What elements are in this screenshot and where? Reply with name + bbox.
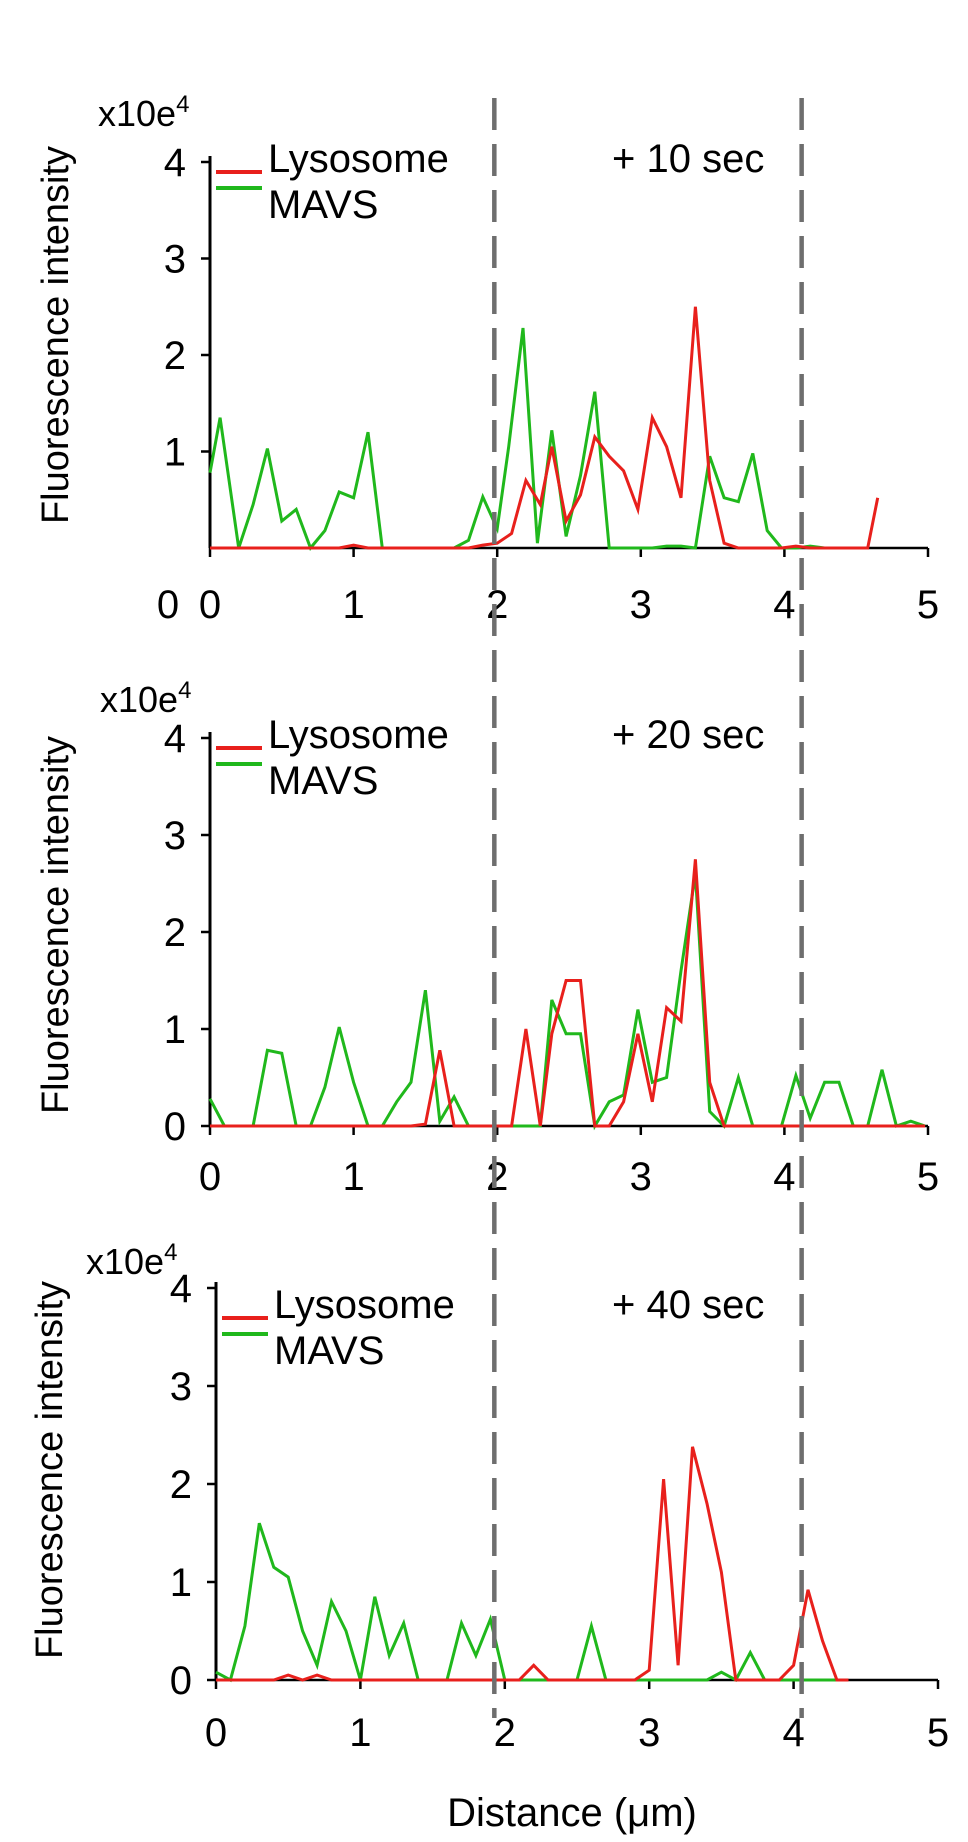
- legend-label-lysosome: Lysosome: [268, 137, 449, 181]
- y-axis-label: Fluorescence intensity: [29, 1281, 71, 1659]
- legend-label-mavs: MAVS: [268, 759, 378, 803]
- y-tick-label: 0: [164, 1105, 186, 1149]
- x-tick-label: 3: [630, 1155, 652, 1199]
- time-label: + 40 sec: [612, 1283, 764, 1327]
- series-line-lysosome: [210, 859, 926, 1128]
- y-tick-label: 4: [164, 141, 186, 185]
- x-tick-label: 1: [342, 1155, 364, 1199]
- y-tick-label: 4: [164, 717, 186, 761]
- y-tick-label: 4: [170, 1267, 192, 1311]
- x-tick-label: 4: [782, 1711, 804, 1755]
- x-tick-label: 1: [342, 583, 364, 627]
- y-axis-label: Fluorescence intensity: [35, 146, 77, 524]
- x-tick-label: 5: [917, 583, 939, 627]
- x-tick-label: 0: [199, 583, 221, 627]
- series-line-mavs: [215, 1522, 837, 1683]
- y-scale-label: x10e4: [86, 1239, 177, 1282]
- y-tick-label: 3: [170, 1365, 192, 1409]
- legend: Lysosome MAVS: [216, 713, 449, 803]
- y-scale-label: x10e4: [98, 91, 189, 134]
- x-axis-label: Distance (μm): [447, 1791, 697, 1835]
- x-tick-label: 4: [773, 583, 795, 627]
- time-label: + 10 sec: [612, 137, 764, 181]
- legend-label-lysosome: Lysosome: [268, 713, 449, 757]
- y-tick-label: 1: [164, 431, 186, 475]
- y-tick-label: 0: [170, 1659, 192, 1703]
- x-tick-label: 3: [638, 1711, 660, 1755]
- series-line-lysosome: [210, 306, 880, 550]
- x-tick-label: 2: [486, 1155, 508, 1199]
- y-tick-label: 1: [170, 1561, 192, 1605]
- x-tick-label: 2: [486, 583, 508, 627]
- x-tick-label: 5: [927, 1711, 949, 1755]
- legend: Lysosome MAVS: [222, 1283, 455, 1373]
- legend-label-lysosome: Lysosome: [274, 1283, 455, 1327]
- x-tick-label: 2: [494, 1711, 516, 1755]
- y-scale-label: x10e4: [100, 677, 191, 720]
- x-tick-label: 5: [917, 1155, 939, 1199]
- origin-label: 0: [157, 583, 179, 627]
- x-tick-label: 3: [630, 583, 652, 627]
- legend-label-mavs: MAVS: [274, 1329, 384, 1373]
- y-tick-label: 1: [164, 1008, 186, 1052]
- marker-lines: [492, 98, 804, 1718]
- y-tick-label: 2: [170, 1463, 192, 1507]
- y-axis-label: Fluorescence intensity: [35, 736, 77, 1114]
- panel-40-sec: x10e4 Fluorescence intensity + 40 sec Ly…: [29, 1239, 949, 1755]
- y-tick-label: 2: [164, 911, 186, 955]
- panel-10-sec: x10e4 Fluorescence intensity + 10 sec Ly…: [35, 91, 939, 627]
- legend: Lysosome MAVS: [216, 137, 449, 227]
- series-line-lysosome: [216, 1446, 849, 1682]
- y-tick-label: 3: [164, 814, 186, 858]
- y-tick-label: 3: [164, 238, 186, 282]
- x-tick-label: 1: [349, 1711, 371, 1755]
- y-tick-label: 2: [164, 334, 186, 378]
- x-tick-label: 4: [773, 1155, 795, 1199]
- x-tick-label: 0: [199, 1155, 221, 1199]
- series-line-mavs: [208, 873, 926, 1131]
- x-tick-label: 0: [205, 1711, 227, 1755]
- panel-20-sec: x10e4 Fluorescence intensity + 20 sec Ly…: [35, 677, 939, 1199]
- series-line-mavs: [208, 327, 868, 551]
- time-label: + 20 sec: [612, 713, 764, 757]
- legend-label-mavs: MAVS: [268, 183, 378, 227]
